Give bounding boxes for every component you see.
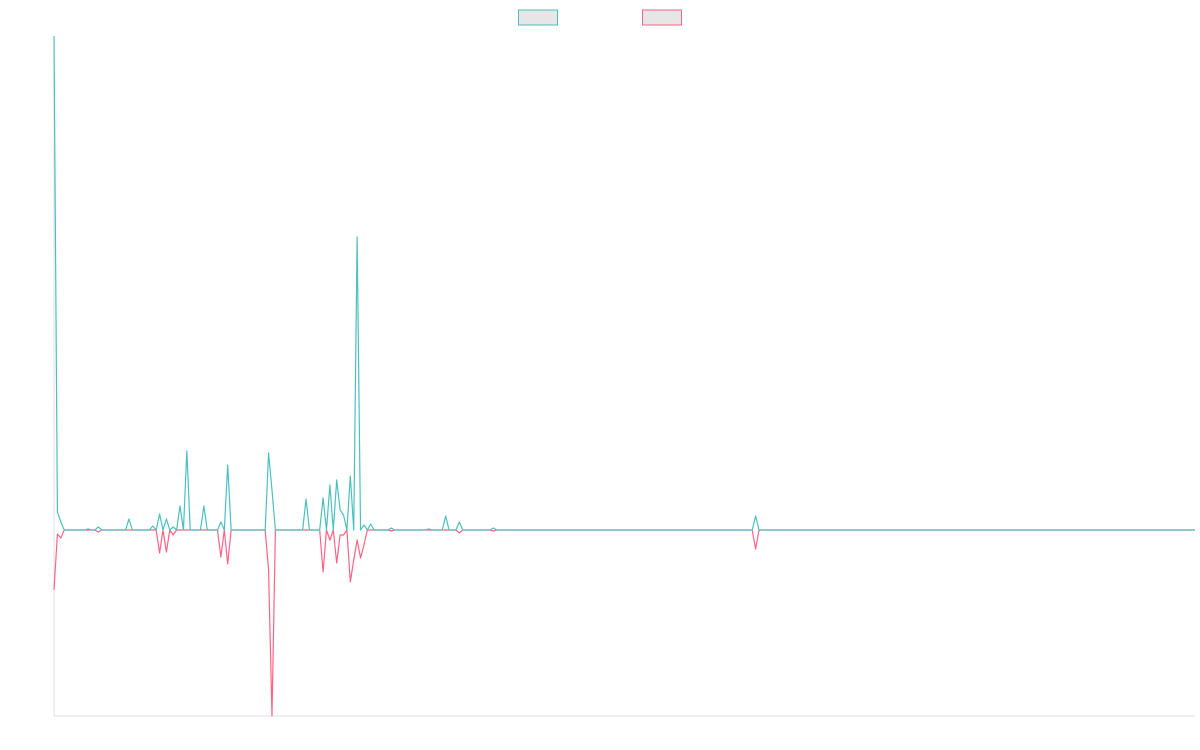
legend-swatch: [642, 9, 682, 26]
legend-swatch: [518, 9, 558, 26]
data-line: [53, 529, 1195, 717]
data-line: [53, 35, 1195, 531]
